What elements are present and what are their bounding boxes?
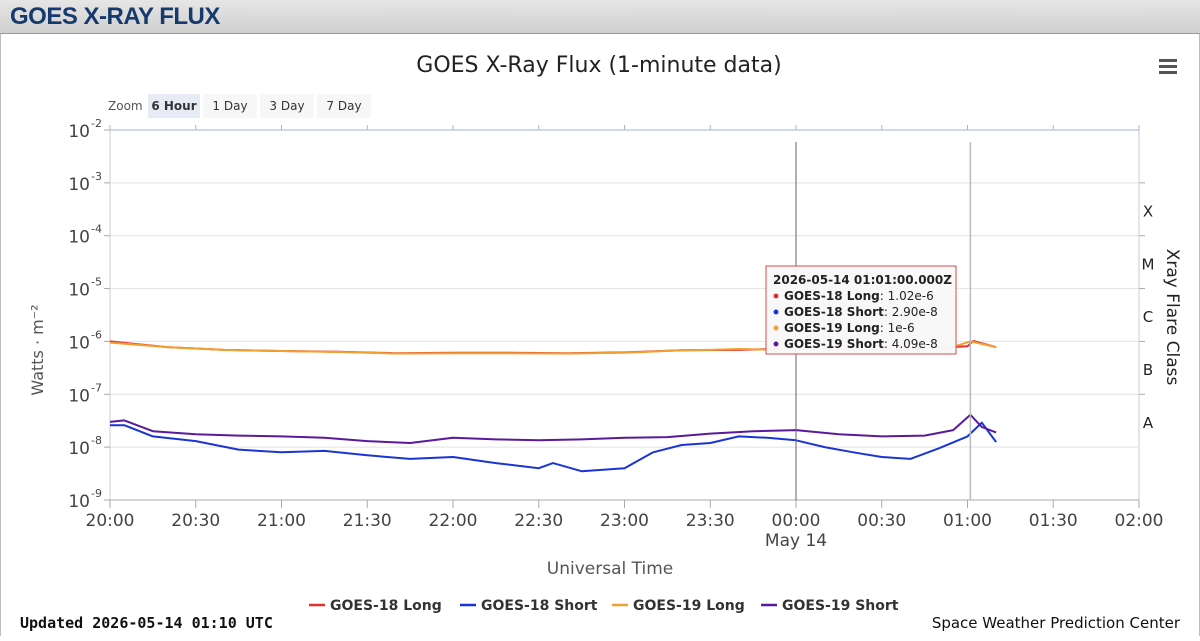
y-tick-exponent: -4 [91,223,102,236]
tooltip-time: 2026-05-14 01:01:00.000Z [773,273,952,287]
y-tick-exponent: -3 [91,170,102,183]
y-axis-label: Watts · m⁻² [28,304,47,395]
flare-class-label-B: B [1143,361,1153,379]
x-tick-label: 23:00 [600,511,649,531]
series-line-goes-19-short [109,413,997,444]
y-tick-label: 10 [68,333,90,353]
x-tick-label: 21:00 [257,511,306,531]
y-tick-exponent: -5 [91,276,102,289]
legend-label: GOES-18 Short [481,598,598,614]
x-tick-label: 01:30 [1029,511,1078,531]
zoom-button-label: 1 Day [212,99,247,113]
x-tick-label: 01:00 [943,511,992,531]
zoom-button-bg [203,94,257,118]
grid-lines [109,129,1145,501]
zoom-button-bg [317,94,371,118]
y-tick-label: 10 [68,492,90,512]
y-tick-exponent: -6 [91,328,102,341]
x-tick-label: 21:30 [343,511,392,531]
zoom-button-7-day[interactable]: 7 Day [317,94,371,118]
series-line-goes-18-short [110,421,997,473]
zoom-button-bg [260,94,314,118]
x-axis-label: Universal Time [547,559,673,579]
zoom-button-3-day[interactable]: 3 Day [260,94,314,118]
legend-item-goes-18-long[interactable]: GOES-18 Long [309,598,442,614]
tooltip-series-dot [773,293,779,299]
zoom-button-1-day[interactable]: 1 Day [203,94,257,118]
y-tick-exponent: -2 [91,117,102,130]
y-tick-label: 10 [68,439,90,459]
xray-flux-chart: GOES X-Ray Flux (1-minute data) Zoom 6 H… [28,53,1182,614]
tooltip-row: GOES-19 Short: 4.09e-8 [784,337,938,351]
x-date-label: May 14 [765,531,827,551]
tooltip-series-dot [773,341,779,347]
chart-title: GOES X-Ray Flux (1-minute data) [416,53,781,78]
legend-item-goes-19-long[interactable]: GOES-19 Long [612,598,745,614]
y2-axis-label: Xray Flare Class [1162,249,1182,386]
legend-label: GOES-19 Short [782,598,899,614]
legend: GOES-18 Long GOES-18 Short GOES-19 Long GOE… [309,598,899,614]
y-tick-label: 10 [68,228,90,248]
updated-timestamp: Updated 2026-05-14 01:10 UTC [20,614,273,632]
flare-class-label-M: M [1142,255,1155,273]
tooltip-series-dot [773,309,779,315]
chart-frame: GOES X-Ray Flux (1-minute data) Zoom 6 H… [0,34,1200,636]
axes: 20:00 20:30 21:00 21:30 22:00 22:30 23:00 23:30… [68,117,1163,551]
hamburger-menu-icon[interactable] [1156,57,1180,77]
tooltip: 2026-05-14 01:01:00.000Z GOES-18 Long: 1.… [765,265,957,355]
x-tick-label: 00:30 [857,511,906,531]
x-tick-label: 20:30 [171,511,220,531]
header-bar: GOES X-RAY FLUX [0,0,1200,34]
zoom-label: Zoom [108,99,143,113]
flare-class-label-X: X [1143,202,1153,220]
y-tick-exponent: -7 [91,381,102,394]
tooltip-box [765,265,957,355]
legend-label: GOES-19 Long [633,598,745,614]
y-tick-label: 10 [68,281,90,301]
plot-area [109,129,1140,501]
credit-text: Space Weather Prediction Center [931,614,1180,632]
y-tick-label: 10 [68,386,90,406]
zoom-button-label: 6 Hour [151,99,196,113]
tooltip-row: GOES-18 Long: 1.02e-6 [784,289,934,303]
y-tick-label: 10 [68,122,90,142]
legend-item-goes-19-short[interactable]: GOES-19 Short [761,598,899,614]
flare-class-label-A: A [1143,414,1154,432]
zoom-button-label: 7 Day [326,99,361,113]
flare-class-label-C: C [1143,308,1153,326]
x-tick-label: 22:00 [429,511,478,531]
tooltip-row: GOES-18 Short: 2.90e-8 [784,305,938,319]
zoom-button-bg [148,94,200,118]
y-tick-label: 10 [68,175,90,195]
x-tick-label: 22:30 [514,511,563,531]
legend-label: GOES-18 Long [330,598,442,614]
zoom-controls: Zoom 6 Hour 1 Day 3 Day 7 Day [108,94,371,118]
tooltip-row: GOES-19 Long: 1e-6 [784,321,915,335]
zoom-button-6-hour[interactable]: 6 Hour [148,94,200,118]
x-tick-label: 02:00 [1115,511,1164,531]
tooltip-series-dot [773,325,779,331]
x-tick-label: 23:30 [686,511,735,531]
zoom-button-label: 3 Day [269,99,304,113]
x-tick-label: 00:00 [772,511,821,531]
y-tick-exponent: -8 [91,434,102,447]
header-title: GOES X-RAY FLUX [10,3,220,30]
legend-item-goes-18-short[interactable]: GOES-18 Short [460,598,598,614]
y-tick-exponent: -9 [91,487,102,500]
x-tick-label: 20:00 [86,511,135,531]
